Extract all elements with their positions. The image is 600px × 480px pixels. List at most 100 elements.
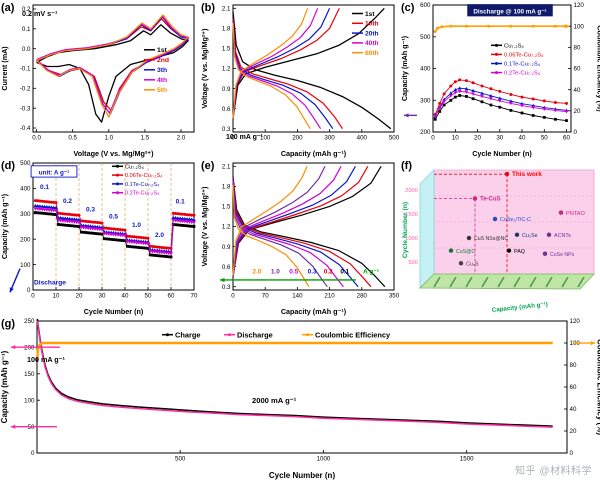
svg-text:280: 280 [357,293,368,300]
svg-text:0.2: 0.2 [63,198,72,205]
svg-text:0.5: 0.5 [68,135,77,142]
chart-b: 0 100 200 300 400 500 0.3 0.6 0.9 1.2 1.5 1.8 2.1 Cap… [200,2,400,158]
svg-text:60: 60 [574,66,581,73]
svg-text:Cu₂S: Cu₂S [466,261,479,267]
svg-text:Coulombic Efficiency (%): Coulombic Efficiency (%) [596,25,600,112]
svg-text:400: 400 [420,66,431,73]
svg-text:500: 500 [389,135,400,142]
svg-text:0: 0 [27,287,31,294]
svg-text:unit: A g⁻¹: unit: A g⁻¹ [39,170,69,177]
svg-text:300: 300 [324,135,335,142]
svg-text:CoSe₂/TiC-C: CoSe₂/TiC-C [500,217,531,223]
svg-text:2000 mA g⁻¹: 2000 mA g⁻¹ [252,396,297,405]
svg-text:CuS NSs@NC: CuS NSs@NC [474,236,508,242]
panel-f-3d-comparison-chart: 500 1000 1500 2000 Cycle Number (n) Capacity … [400,158,600,316]
svg-text:0.2 mV s⁻¹: 0.2 mV s⁻¹ [22,9,58,18]
svg-text:200: 200 [420,129,431,136]
svg-text:210: 210 [324,293,335,300]
svg-text:2.0: 2.0 [177,135,186,142]
svg-text:0.3: 0.3 [86,206,95,213]
svg-text:3th: 3th [157,67,167,74]
svg-text:PAQ: PAQ [514,249,525,255]
svg-text:0.6: 0.6 [222,106,231,113]
panel-e-rate-voltage-profiles-chart: 0 70 140 210 280 350 0.3 0.6 0.9 1.2 1.5 1.8 2.1 Capa… [200,158,400,316]
svg-text:150: 150 [24,371,35,378]
svg-text:400: 400 [357,135,368,142]
svg-text:2.1: 2.1 [222,6,231,13]
svg-text:120: 120 [574,2,585,9]
panel-d-rate-capability-chart: 0 10 20 30 40 50 60 70 0 100 200 300 400 500 Cycle Num… [0,158,200,316]
svg-text:1.8: 1.8 [222,184,231,191]
svg-text:-0.2: -0.2 [20,86,31,93]
svg-text:40: 40 [122,293,129,300]
svg-text:40: 40 [574,87,581,94]
svg-text:0.06Te-Cu₇.₂S₄: 0.06Te-Cu₇.₂S₄ [504,53,544,59]
svg-text:60: 60 [570,384,577,391]
svg-text:-0.4: -0.4 [20,125,31,132]
svg-text:2.0: 2.0 [252,268,261,275]
svg-text:0.06Te-Cu₇.₂S₄: 0.06Te-Cu₇.₂S₄ [125,173,163,179]
svg-text:100 mA g⁻¹: 100 mA g⁻¹ [27,355,65,364]
svg-text:1.2: 1.2 [222,66,231,73]
svg-text:30: 30 [99,293,106,300]
svg-text:50: 50 [145,293,152,300]
svg-text:1.5: 1.5 [222,46,231,53]
svg-text:Te-CuS: Te-CuS [480,197,501,203]
svg-text:100: 100 [24,397,35,404]
svg-text:Voltage (V vs. Mg/Mg²⁺): Voltage (V vs. Mg/Mg²⁺) [200,186,209,267]
svg-text:350: 350 [389,293,400,300]
svg-text:(b): (b) [201,2,215,14]
svg-text:0.1Te-Cu₇.₂S₄: 0.1Te-Cu₇.₂S₄ [125,182,160,188]
svg-text:2.0: 2.0 [155,232,164,239]
chart-g: 5001000150005010015020025002040608010012… [0,318,600,480]
svg-text:1.0: 1.0 [104,135,113,142]
svg-text:Cu₇.₂S₄: Cu₇.₂S₄ [125,164,145,170]
svg-text:200: 200 [20,236,31,243]
svg-text:0.9: 0.9 [222,86,231,93]
chart-e: 0 70 140 210 280 350 0.3 0.6 0.9 1.2 1.5 1.8 2.1 Capa… [200,160,400,316]
svg-text:Capacity (mAh g⁻¹): Capacity (mAh g⁻¹) [281,307,347,316]
svg-text:(f): (f) [401,160,412,172]
chart-d: 0 10 20 30 40 50 60 70 0 100 200 300 400 500 Cycle Num… [0,160,198,316]
svg-text:20: 20 [574,108,581,115]
chart-a: 0.0 0.5 1.0 1.5 2.0 -0.4 -0.3 -0.2 -0.1 0.0 0.1 0.2… [0,2,195,158]
panel-c-cycling-chart: 0 10 20 30 40 50 60 200 300 400 500 600 0 20 40 60 80 100… [400,0,600,158]
panel-g-long-cycling-chart: 5001000150005010015020025002040608010012… [0,316,600,480]
svg-text:(g): (g) [1,318,15,330]
svg-text:0.9: 0.9 [222,244,231,251]
svg-text:0.6: 0.6 [222,264,231,271]
svg-text:Charge: Charge [175,330,200,339]
svg-text:80: 80 [570,362,577,369]
svg-text:1500: 1500 [405,212,418,218]
svg-text:140: 140 [292,293,303,300]
svg-text:0: 0 [231,293,235,300]
svg-text:1.2: 1.2 [222,224,231,231]
svg-text:1st: 1st [157,47,168,54]
panel-b-voltage-profiles-chart: 0 100 200 300 400 500 0.3 0.6 0.9 1.2 1.5 1.8 2.1 Cap… [200,0,400,158]
svg-text:4th: 4th [157,77,167,84]
svg-text:40th: 40th [365,40,379,47]
svg-text:0.3: 0.3 [222,126,231,133]
svg-text:40: 40 [570,406,577,413]
svg-text:Discharge: Discharge [237,330,273,339]
svg-text:Capacity (mAh g⁻¹): Capacity (mAh g⁻¹) [0,350,9,423]
svg-text:50: 50 [541,135,548,142]
svg-text:70: 70 [262,293,269,300]
svg-text:0: 0 [431,135,435,142]
svg-text:0.1: 0.1 [340,268,349,275]
svg-text:20: 20 [570,428,577,435]
svg-text:-0.3: -0.3 [20,105,31,112]
svg-text:0: 0 [31,293,35,300]
svg-text:0.2Te-Cu₇.₂S₄: 0.2Te-Cu₇.₂S₄ [504,71,541,77]
svg-text:500: 500 [175,456,186,463]
svg-text:Voltage (V vs. Mg/Mg²⁺): Voltage (V vs. Mg/Mg²⁺) [200,28,209,109]
svg-text:CuSe NPs: CuSe NPs [550,252,575,258]
svg-text:0.2: 0.2 [22,6,31,13]
svg-text:80: 80 [574,45,581,52]
svg-text:0.3: 0.3 [308,268,317,275]
svg-text:Cu₂Se: Cu₂Se [522,233,538,239]
svg-text:1.8: 1.8 [222,26,231,33]
svg-text:20: 20 [474,135,481,142]
svg-text:300: 300 [20,211,31,218]
